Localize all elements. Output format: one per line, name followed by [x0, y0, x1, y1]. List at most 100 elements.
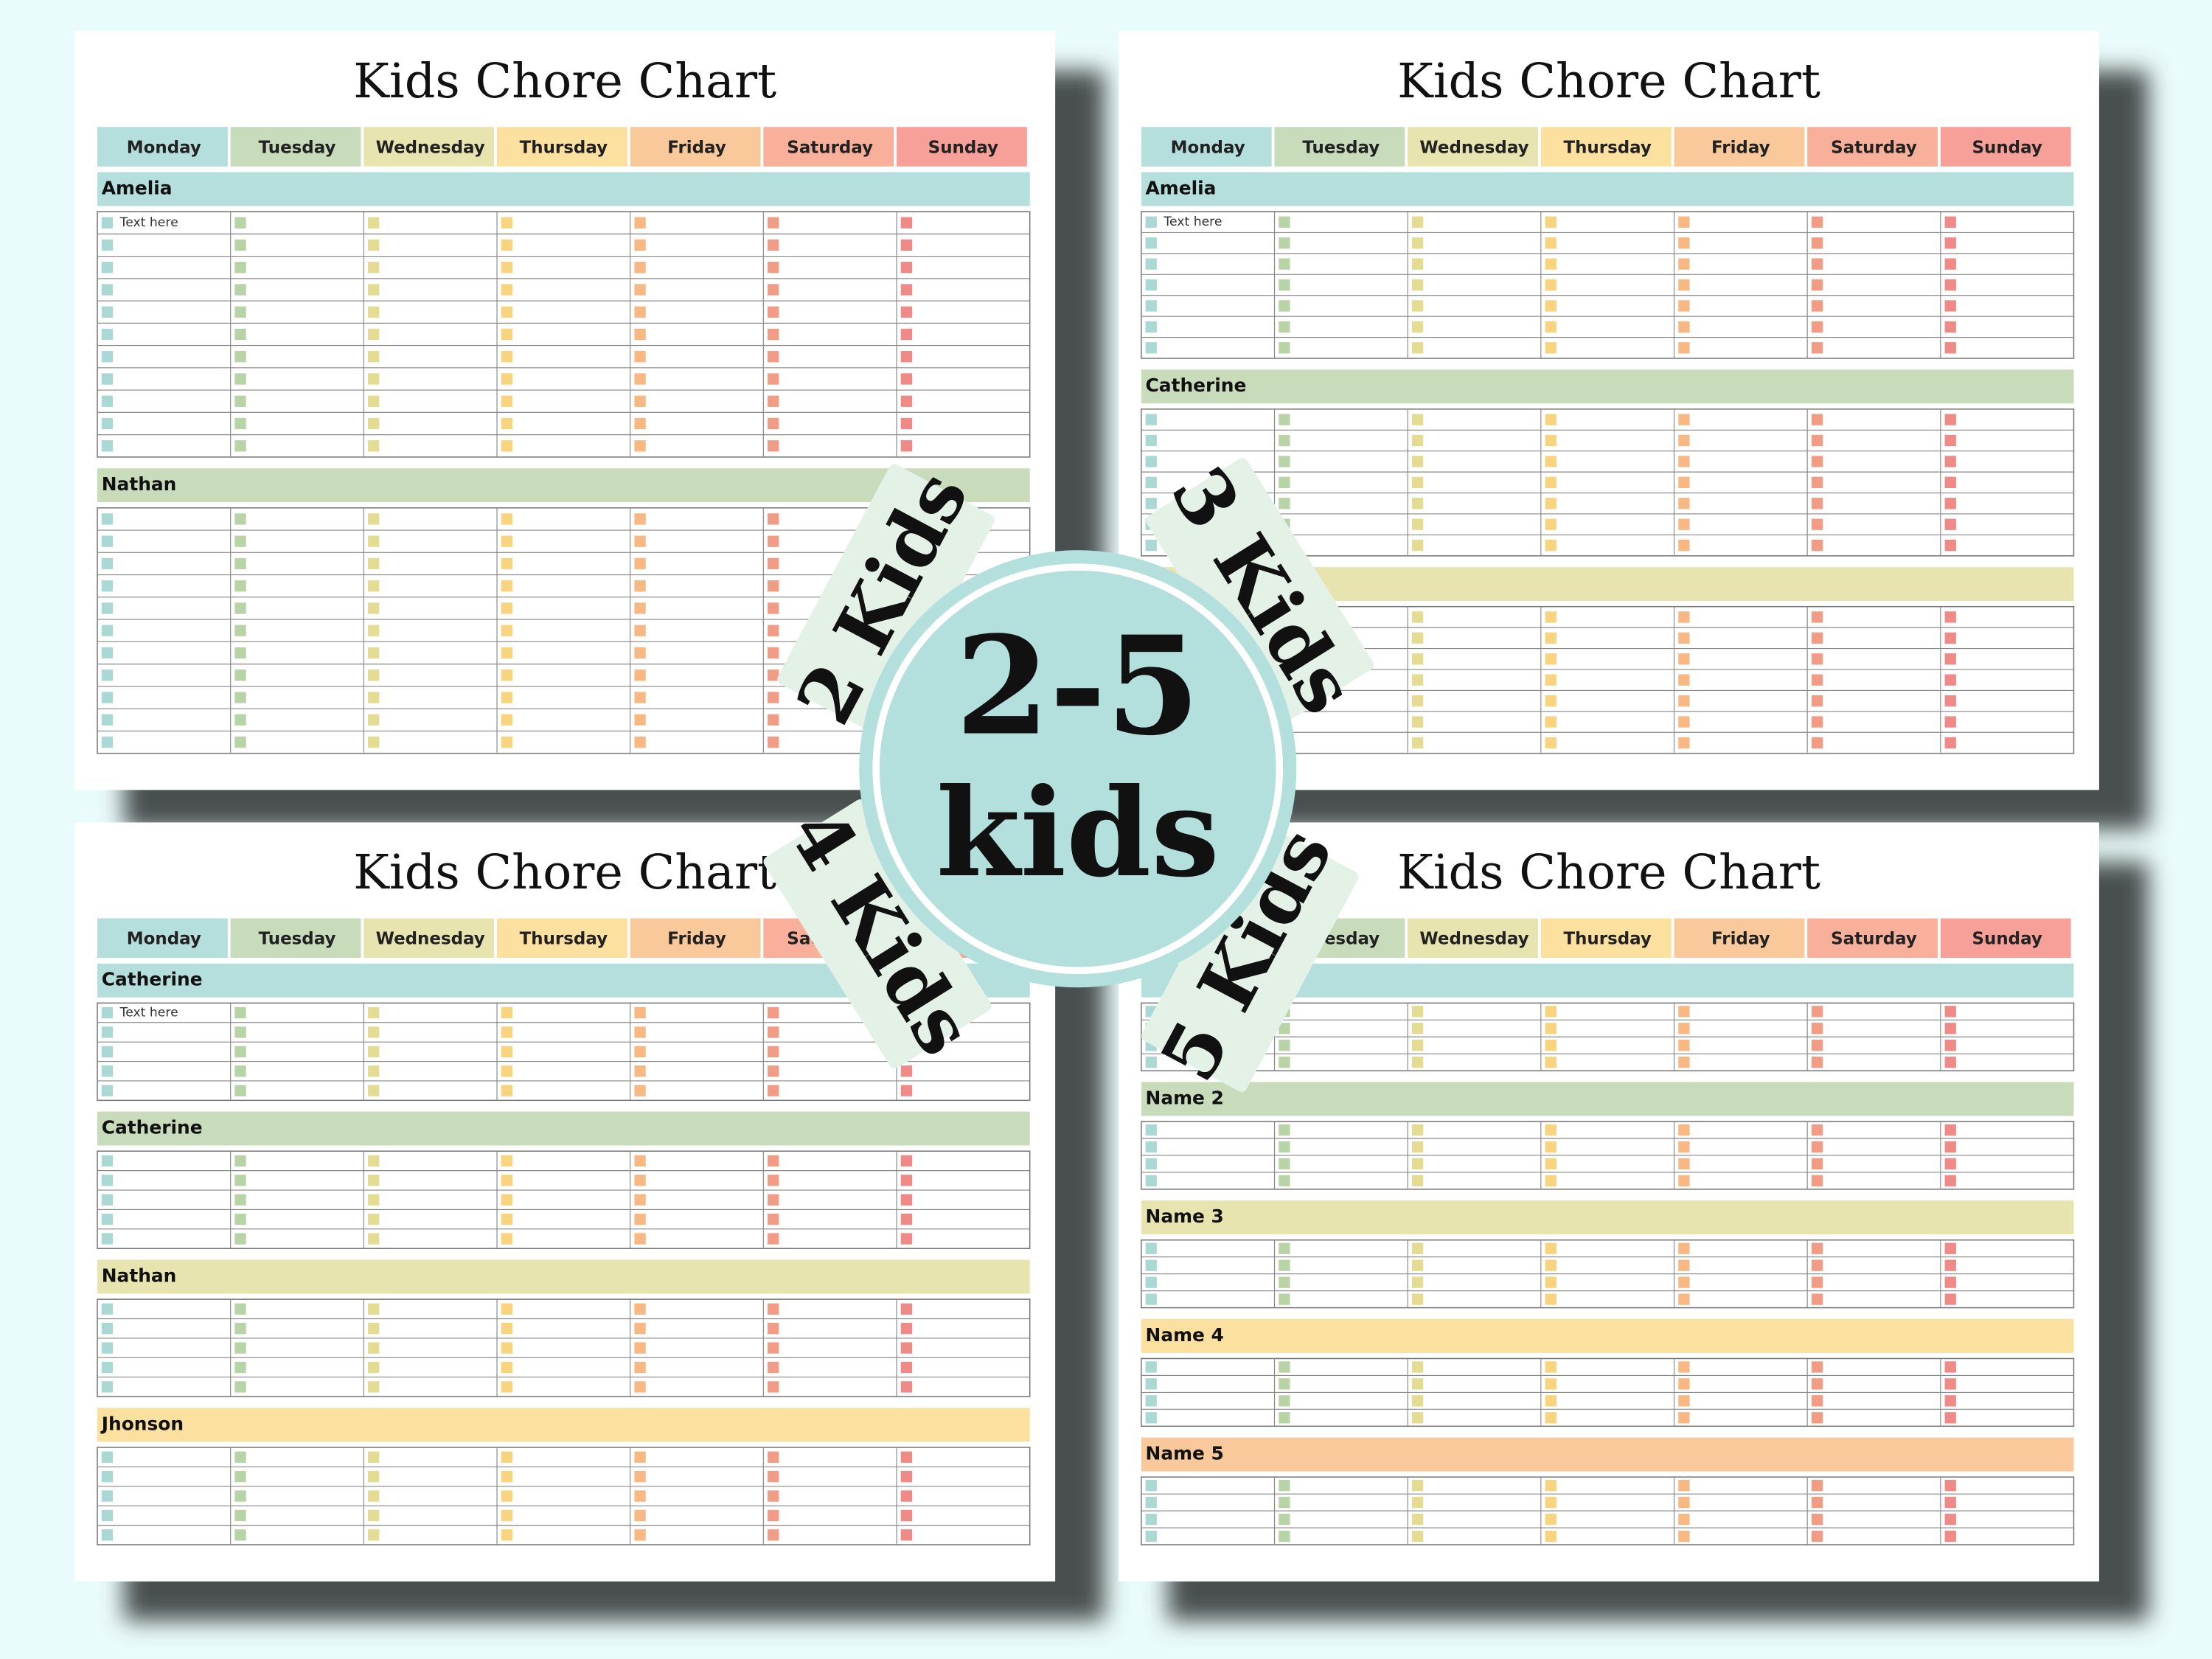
checkbox	[1811, 1395, 1823, 1407]
checkbox	[101, 373, 114, 385]
checkbox	[768, 1026, 779, 1038]
checkbox	[1545, 1259, 1557, 1271]
checkbox	[1545, 1006, 1557, 1018]
checkbox	[1944, 1242, 1956, 1254]
checkbox	[1678, 321, 1690, 333]
checkbox	[1944, 1057, 1956, 1068]
checkbox	[1811, 1412, 1823, 1424]
checkbox	[234, 1065, 246, 1077]
checkbox	[368, 692, 380, 703]
checkbox	[1811, 476, 1823, 488]
checkbox	[900, 1323, 913, 1335]
checkbox	[368, 1213, 380, 1225]
checkbox	[1411, 632, 1424, 644]
checkbox	[368, 1361, 380, 1374]
checkbox	[1944, 539, 1956, 552]
checkbox	[368, 1175, 380, 1186]
day-label: Wednesday	[376, 138, 485, 157]
day-header	[364, 918, 495, 959]
checkbox	[768, 1451, 779, 1463]
checkbox	[1944, 1293, 1956, 1305]
checkbox	[634, 306, 646, 318]
day-label: Thursday	[1563, 930, 1651, 949]
checkbox	[1145, 1513, 1157, 1526]
checkbox	[1279, 414, 1290, 425]
checkbox	[501, 1233, 513, 1245]
checkbox	[501, 1006, 513, 1019]
checkbox	[368, 647, 380, 659]
checkbox	[234, 1213, 246, 1225]
checkbox	[101, 625, 114, 636]
checkbox	[101, 714, 114, 726]
badge-bg	[777, 464, 995, 735]
day-label: Thursday	[1563, 138, 1651, 157]
checkbox	[101, 1529, 114, 1541]
checkbox	[1545, 1057, 1557, 1068]
checkbox	[768, 1175, 779, 1186]
badge-bg	[1141, 821, 1359, 1092]
checkbox	[1279, 1141, 1290, 1153]
checkbox	[1944, 1276, 1956, 1288]
checkbox	[501, 1509, 513, 1522]
checkbox	[1545, 342, 1557, 354]
checkbox	[768, 306, 779, 318]
checkbox	[900, 1470, 913, 1483]
checkbox	[1545, 1158, 1557, 1170]
checkbox	[1279, 300, 1290, 312]
checkbox	[1411, 216, 1424, 228]
checkbox	[1279, 456, 1290, 467]
checkbox	[1411, 456, 1424, 467]
checkbox	[1411, 737, 1424, 749]
checkbox	[234, 1155, 246, 1167]
day-label: Sunday	[1972, 138, 2042, 157]
checkbox	[1678, 258, 1690, 270]
checkbox	[768, 328, 779, 341]
checkbox	[368, 535, 380, 547]
checkbox	[1411, 1378, 1424, 1390]
checkbox	[501, 284, 513, 296]
checkbox	[1944, 414, 1956, 425]
checkbox	[368, 669, 380, 681]
checkbox	[368, 1509, 380, 1522]
checkbox	[900, 1175, 913, 1186]
checkbox	[900, 373, 913, 385]
checkbox	[234, 602, 246, 614]
checkbox	[101, 1175, 114, 1186]
checkbox	[1678, 237, 1690, 249]
checkbox	[768, 1006, 779, 1019]
checkbox	[1545, 1530, 1557, 1543]
checkbox	[1678, 476, 1690, 488]
checkbox	[368, 736, 380, 748]
day-label: Tuesday	[259, 930, 336, 949]
checkbox	[1811, 434, 1823, 447]
checkbox	[634, 1006, 646, 1019]
day-header	[1408, 918, 1539, 959]
checkbox	[1411, 321, 1424, 333]
checkbox	[634, 1213, 646, 1225]
checkbox	[1279, 1276, 1290, 1288]
checkbox	[234, 1303, 246, 1315]
checkbox	[1279, 1480, 1290, 1492]
checkbox	[101, 669, 114, 681]
checkbox	[768, 1470, 779, 1483]
checkbox	[768, 714, 779, 726]
checkbox	[1811, 1124, 1823, 1136]
checkbox	[900, 1155, 913, 1167]
checkbox	[1545, 321, 1557, 333]
checkbox	[101, 1451, 114, 1463]
sample-text: Text here	[1163, 215, 1222, 229]
checkbox	[1145, 279, 1157, 291]
checkbox	[1944, 258, 1956, 270]
checkbox	[900, 1342, 913, 1354]
checkbox	[1411, 1480, 1424, 1492]
kid-name: Amelia	[1146, 177, 1217, 198]
checkbox	[1545, 539, 1557, 552]
kid-name: Catherine	[1146, 375, 1247, 396]
checkbox	[1811, 1276, 1823, 1288]
checkbox	[768, 261, 779, 274]
checkbox	[1678, 342, 1690, 354]
checkbox	[101, 284, 114, 296]
checkbox	[368, 417, 380, 430]
checkbox	[634, 1085, 646, 1096]
checkbox	[1944, 1513, 1956, 1526]
